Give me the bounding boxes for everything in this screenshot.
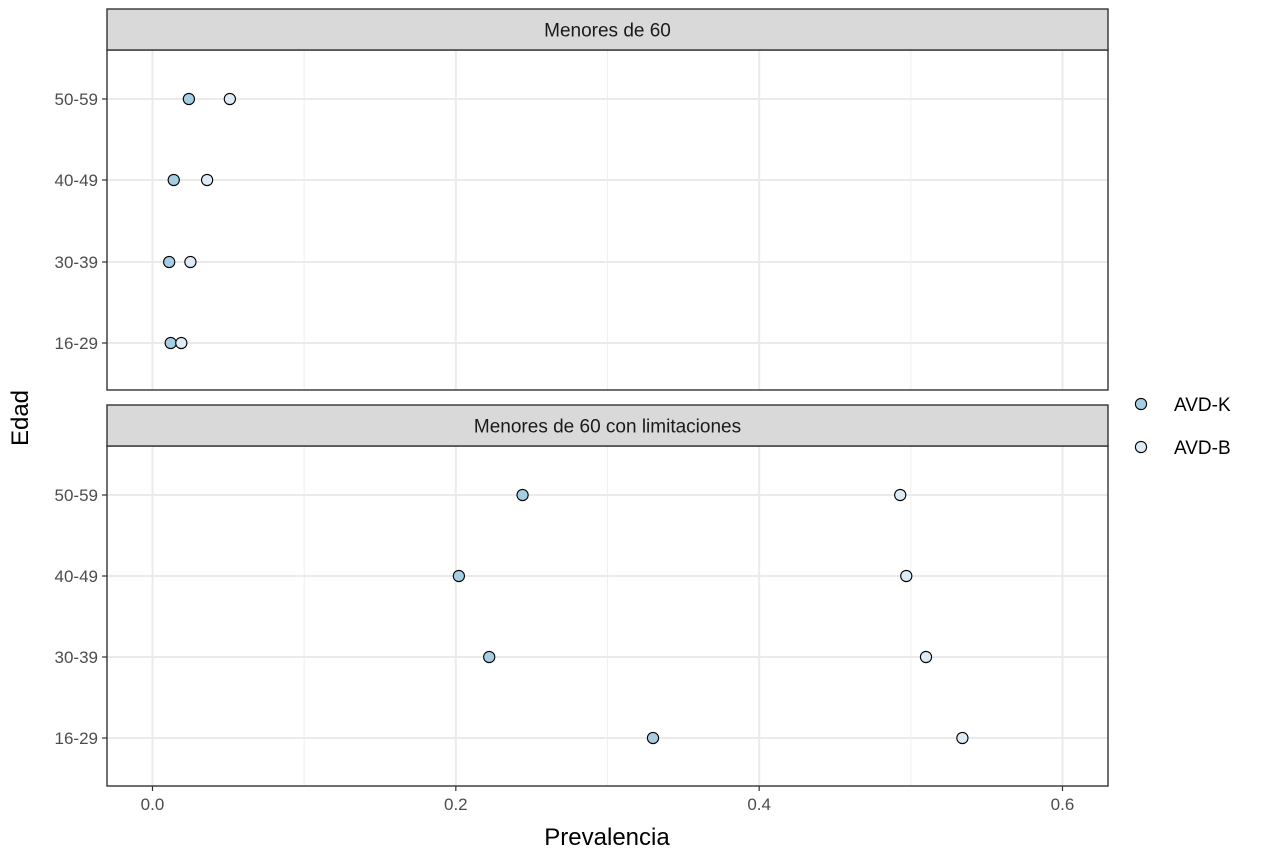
y-tick-label: 16-29 [55,334,98,353]
facet-panel: 16-29 30-39 40-49 50-59 Menores de 60 con li… [55,404,1109,787]
y-tick-label: 50-59 [55,486,98,505]
legend: AVD-K AVD-B [1134,395,1231,459]
panels: 16-29 30-39 40-49 50-59 Menores de 60 16-29 30… [55,8,1109,787]
facet-strip [106,8,1109,51]
data-point-avd-k [483,650,496,664]
legend-label: AVD-K [1174,395,1231,416]
y-tick-label: 30-39 [55,648,98,667]
data-point-avd-k [452,569,466,583]
data-point-avd-b [894,488,907,502]
data-point-avd-k [516,488,529,502]
legend-item: AVD-B [1134,438,1231,459]
data-point-avd-b [919,650,933,664]
x-tick-label: 0.0 [141,795,165,814]
data-point-avd-k [167,173,180,187]
y-axis-title: Edad [7,390,34,446]
facet-strip [106,404,1109,447]
facet-strip-label: Menores de 60 [544,21,671,42]
x-tick-label: 0.4 [747,795,771,814]
x-tick-label: 0.2 [444,795,468,814]
x-tick-label: 0.6 [1051,795,1075,814]
y-tick-label: 40-49 [55,567,98,586]
facet-panel: 16-29 30-39 40-49 50-59 Menores de 60 [55,8,1109,391]
data-point-avd-b [184,255,197,269]
data-point-avd-b [200,173,214,187]
legend-item: AVD-K [1134,395,1231,416]
data-point-avd-b [900,569,913,583]
data-point-avd-k [182,92,196,106]
y-tick-label: 40-49 [55,171,98,190]
data-point-avd-b [956,731,969,745]
data-point-avd-b [175,336,188,350]
y-tick-label: 30-39 [55,253,98,272]
facet-strip-label: Menores de 60 con limitaciones [474,417,741,438]
legend-label: AVD-B [1174,438,1231,459]
data-point-avd-b [223,92,236,106]
x-axis-title: Prevalencia [544,824,670,849]
x-axis: 0.0 0.2 0.4 0.6 [141,786,1075,814]
y-tick-label: 16-29 [55,729,98,748]
legend-key [1134,397,1148,411]
data-point-avd-k [646,731,660,745]
data-point-avd-k [163,255,176,269]
data-point-avd-k [164,336,177,350]
y-tick-label: 50-59 [55,90,98,109]
legend-key [1134,440,1148,454]
